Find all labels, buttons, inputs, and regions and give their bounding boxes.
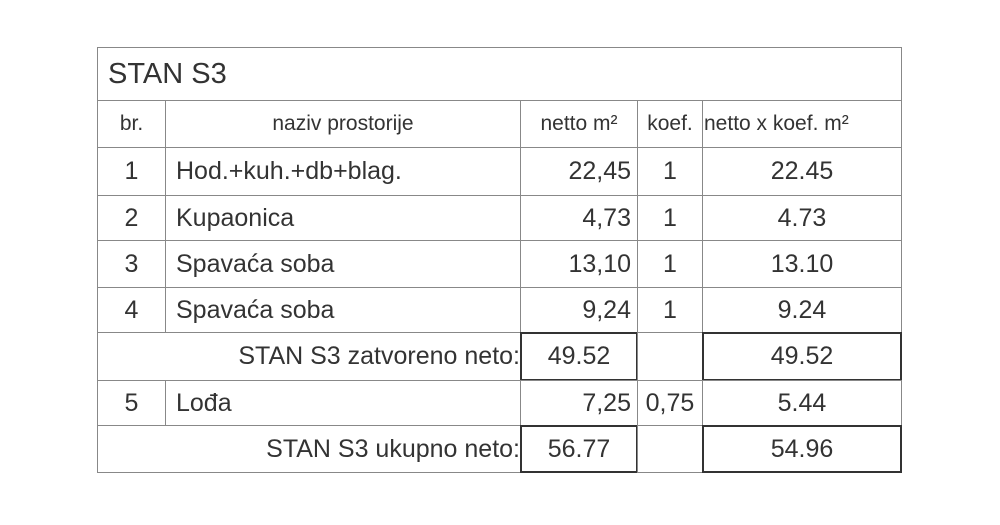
- row-netto: 7,25: [520, 380, 638, 426]
- subtotal-koef-empty: [637, 332, 703, 381]
- row-naziv: Kupaonica: [165, 195, 521, 241]
- row-naziv: Spavaća soba: [165, 287, 521, 333]
- row-koef: 1: [637, 240, 703, 288]
- row-netto: 22,45: [520, 147, 638, 196]
- header-netto: netto m²: [520, 100, 638, 148]
- row-naziv: Spavaća soba: [165, 240, 521, 288]
- row-naziv: Hod.+kuh.+db+blag.: [165, 147, 521, 196]
- row-br: 1: [97, 147, 166, 196]
- total-nxk: 54.96: [702, 425, 902, 473]
- row-koef: 1: [637, 147, 703, 196]
- table-title: STAN S3: [97, 47, 902, 101]
- row-br: 5: [97, 380, 166, 426]
- row-br: 4: [97, 287, 166, 333]
- row-nxk: 5.44: [702, 380, 902, 426]
- total-label: STAN S3 ukupno neto:: [97, 425, 521, 473]
- subtotal-label: STAN S3 zatvoreno neto:: [97, 332, 521, 381]
- row-koef: 1: [637, 195, 703, 241]
- row-naziv: Lođa: [165, 380, 521, 426]
- row-br: 3: [97, 240, 166, 288]
- row-koef: 0,75: [637, 380, 703, 426]
- header-naziv: naziv prostorije: [165, 100, 521, 148]
- header-koef: koef.: [637, 100, 703, 148]
- row-nxk: 9.24: [702, 287, 902, 333]
- subtotal-nxk: 49.52: [702, 332, 902, 381]
- total-koef-empty: [637, 425, 703, 473]
- row-br: 2: [97, 195, 166, 241]
- subtotal-netto: 49.52: [520, 332, 638, 381]
- row-nxk: 13.10: [702, 240, 902, 288]
- row-netto: 13,10: [520, 240, 638, 288]
- row-koef: 1: [637, 287, 703, 333]
- header-br: br.: [97, 100, 166, 148]
- total-netto: 56.77: [520, 425, 638, 473]
- row-nxk: 22.45: [702, 147, 902, 196]
- row-netto: 4,73: [520, 195, 638, 241]
- row-nxk: 4.73: [702, 195, 902, 241]
- header-netto-x-koef: netto x koef. m²: [702, 100, 902, 148]
- row-netto: 9,24: [520, 287, 638, 333]
